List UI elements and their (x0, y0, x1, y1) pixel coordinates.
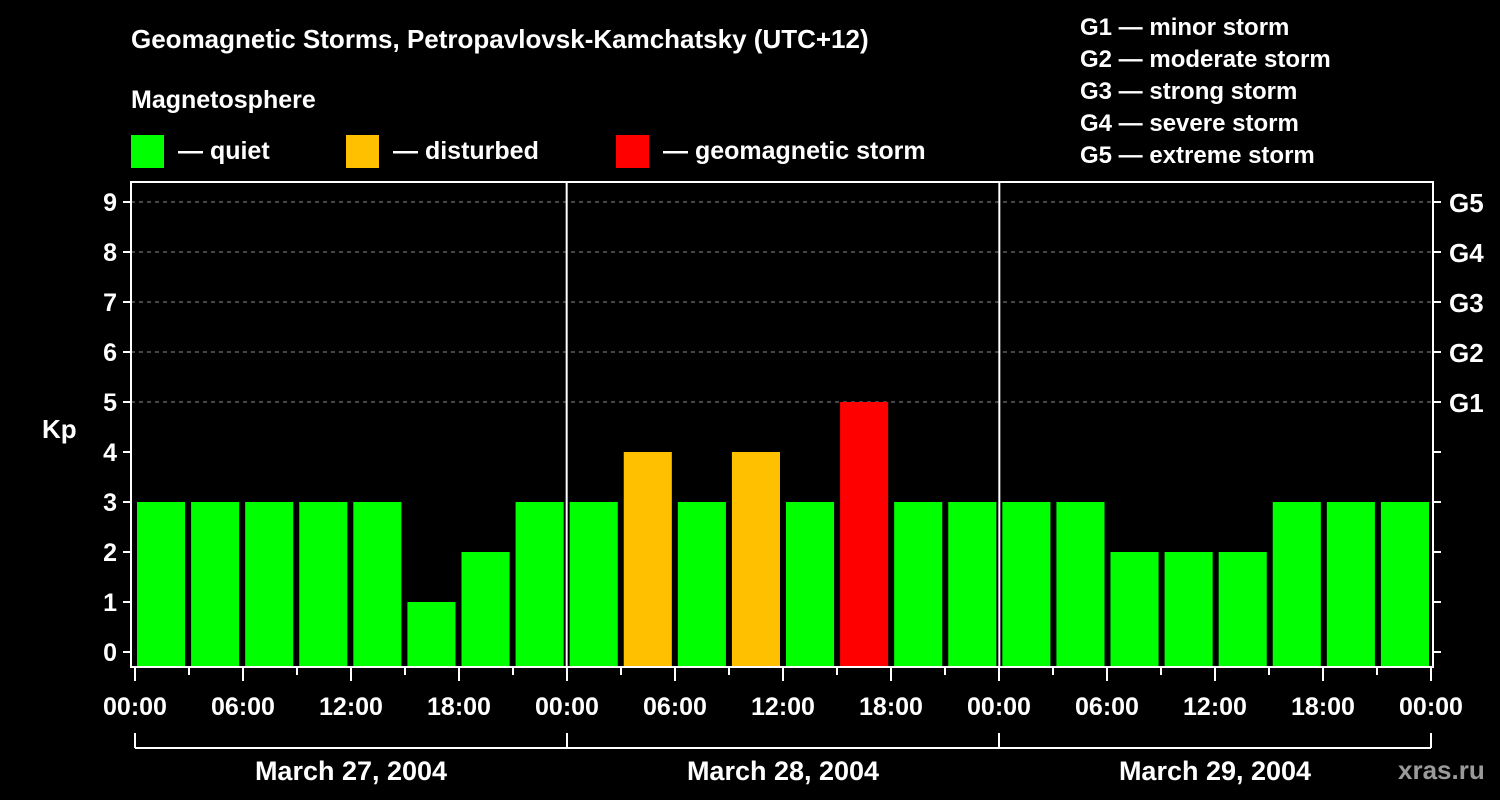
x-tick-label: 00:00 (967, 693, 1031, 721)
y-tick-label: 1 (103, 589, 117, 617)
g-scale-label-g1: G1 (1449, 388, 1484, 418)
bar-21 (1218, 552, 1267, 667)
y-tick-label: 0 (103, 639, 117, 667)
x-tick-label: 18:00 (427, 693, 491, 721)
x-tick-label: 00:00 (103, 693, 167, 721)
bar-16 (948, 502, 997, 667)
y-tick-label: 4 (103, 439, 117, 467)
bar-1 (137, 502, 186, 667)
bar-6 (407, 602, 456, 667)
bar-22 (1272, 502, 1321, 667)
g-scale-label-g2: G2 (1449, 338, 1484, 368)
y-tick-label: 8 (103, 239, 117, 267)
y-tick-label: 5 (103, 389, 117, 417)
bar-10 (623, 452, 672, 667)
bar-14 (840, 402, 889, 667)
storm-scale-g4: G4 — severe storm (1080, 110, 1299, 137)
storm-scale-g5: G5 — extreme storm (1080, 142, 1315, 169)
bar-23 (1326, 502, 1375, 667)
bar-9 (569, 502, 618, 667)
x-tick-label: 06:00 (1075, 693, 1139, 721)
bar-5 (353, 502, 402, 667)
legend-swatch-disturbed (346, 134, 379, 168)
legend-label-storm: — geomagnetic storm (663, 136, 926, 165)
y-axis-label: Kp (42, 414, 77, 444)
x-tick-label: 18:00 (859, 693, 923, 721)
bar-7 (461, 552, 510, 667)
legend-item-disturbed: — disturbed (346, 134, 539, 168)
bar-2 (191, 502, 240, 667)
storm-scale-g3: G3 — strong storm (1080, 78, 1298, 105)
x-tick-label: 00:00 (1399, 693, 1463, 721)
bar-20 (1164, 552, 1213, 667)
bar-4 (299, 502, 348, 667)
chart-title: Geomagnetic Storms, Petropavlovsk-Kamcha… (131, 24, 869, 54)
chart-subtitle: Magnetosphere (131, 86, 316, 114)
y-tick-label: 9 (103, 189, 117, 217)
y-tick-label: 7 (103, 289, 117, 317)
bar-13 (786, 502, 835, 667)
bar-19 (1110, 552, 1159, 667)
x-tick-label: 06:00 (643, 693, 707, 721)
x-tick-label: 12:00 (1183, 693, 1247, 721)
bar-3 (245, 502, 294, 667)
storm-scale-g2: G2 — moderate storm (1080, 46, 1331, 73)
bar-24 (1380, 502, 1429, 667)
g-scale-label-g4: G4 (1449, 238, 1484, 268)
x-tick-label: 12:00 (751, 693, 815, 721)
y-tick-label: 2 (103, 539, 117, 567)
legend-label-quiet: — quiet (178, 136, 270, 165)
g-scale-label-g5: G5 (1449, 188, 1484, 218)
bar-15 (894, 502, 943, 667)
storm-scale-g1: G1 — minor storm (1080, 14, 1290, 41)
legend-swatch-storm (616, 134, 649, 168)
legend-item-quiet: — quiet (131, 134, 270, 168)
bar-11 (677, 502, 726, 667)
legend-item-storm: — geomagnetic storm (616, 134, 926, 168)
day-label: March 27, 2004 (255, 756, 447, 786)
legend-label-disturbed: — disturbed (393, 136, 539, 165)
y-tick-label: 3 (103, 489, 117, 517)
storm-scale-legend: G1 — minor storm G2 — moderate storm G3 … (1080, 12, 1331, 172)
x-tick-label: 00:00 (535, 693, 599, 721)
g-scale-label-g3: G3 (1449, 288, 1484, 318)
day-label: March 29, 2004 (1119, 756, 1311, 786)
y-tick-label: 6 (103, 339, 117, 367)
x-tick-label: 06:00 (211, 693, 275, 721)
x-tick-label: 12:00 (319, 693, 383, 721)
bar-8 (515, 502, 564, 667)
watermark: xras.ru (1398, 755, 1485, 785)
bar-12 (731, 452, 780, 667)
bar-17 (1002, 502, 1051, 667)
bar-18 (1056, 502, 1105, 667)
x-tick-label: 18:00 (1291, 693, 1355, 721)
day-label: March 28, 2004 (687, 756, 879, 786)
legend-swatch-quiet (131, 134, 164, 168)
